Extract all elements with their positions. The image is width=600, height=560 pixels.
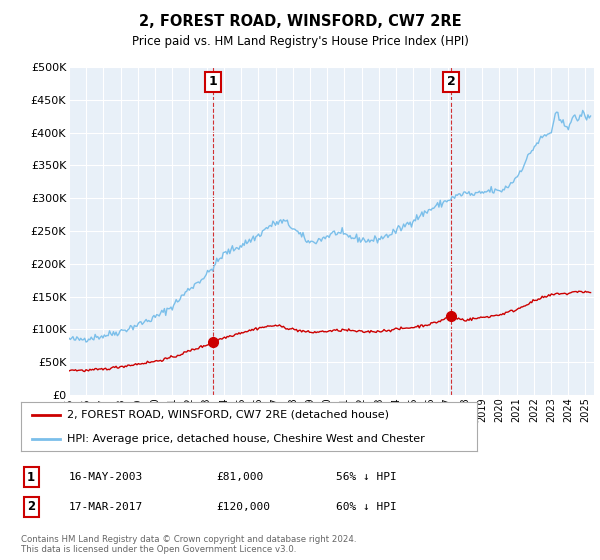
Text: 17-MAR-2017: 17-MAR-2017 [69,502,143,512]
Text: 1: 1 [209,76,217,88]
Text: Contains HM Land Registry data © Crown copyright and database right 2024.
This d: Contains HM Land Registry data © Crown c… [21,535,356,554]
Text: 56% ↓ HPI: 56% ↓ HPI [336,472,397,482]
Text: £81,000: £81,000 [216,472,263,482]
Text: 2: 2 [447,76,455,88]
Text: 1: 1 [27,470,35,484]
Text: 16-MAY-2003: 16-MAY-2003 [69,472,143,482]
Text: 2, FOREST ROAD, WINSFORD, CW7 2RE: 2, FOREST ROAD, WINSFORD, CW7 2RE [139,14,461,29]
Text: Price paid vs. HM Land Registry's House Price Index (HPI): Price paid vs. HM Land Registry's House … [131,35,469,48]
Text: 2: 2 [27,500,35,514]
Text: HPI: Average price, detached house, Cheshire West and Chester: HPI: Average price, detached house, Ches… [67,435,424,445]
Text: £120,000: £120,000 [216,502,270,512]
Text: 2, FOREST ROAD, WINSFORD, CW7 2RE (detached house): 2, FOREST ROAD, WINSFORD, CW7 2RE (detac… [67,410,389,420]
Text: 60% ↓ HPI: 60% ↓ HPI [336,502,397,512]
